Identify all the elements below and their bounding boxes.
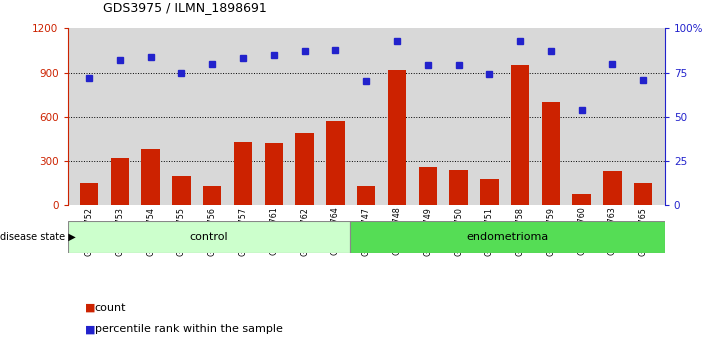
Bar [449,170,468,205]
Bar [203,186,221,205]
Bar [357,186,375,205]
Bar [80,183,98,205]
Bar [480,179,498,205]
Text: GDS3975 / ILMN_1898691: GDS3975 / ILMN_1898691 [103,1,267,14]
Bar [68,221,351,253]
Bar [141,149,160,205]
Text: percentile rank within the sample: percentile rank within the sample [95,324,282,334]
Text: control: control [190,232,228,242]
Bar [634,183,653,205]
Bar [419,167,437,205]
Text: ■: ■ [85,324,96,334]
Text: disease state ▶: disease state ▶ [0,232,76,242]
Bar [295,133,314,205]
Bar [572,194,591,205]
Bar [234,142,252,205]
Bar [111,158,129,205]
Text: count: count [95,303,126,313]
Bar [326,121,345,205]
Bar [351,221,665,253]
Text: endometrioma: endometrioma [466,232,549,242]
Text: ■: ■ [85,303,96,313]
Bar [387,70,406,205]
Bar [511,65,529,205]
Bar [603,171,621,205]
Bar [542,102,560,205]
Bar [172,176,191,205]
Bar [264,143,283,205]
